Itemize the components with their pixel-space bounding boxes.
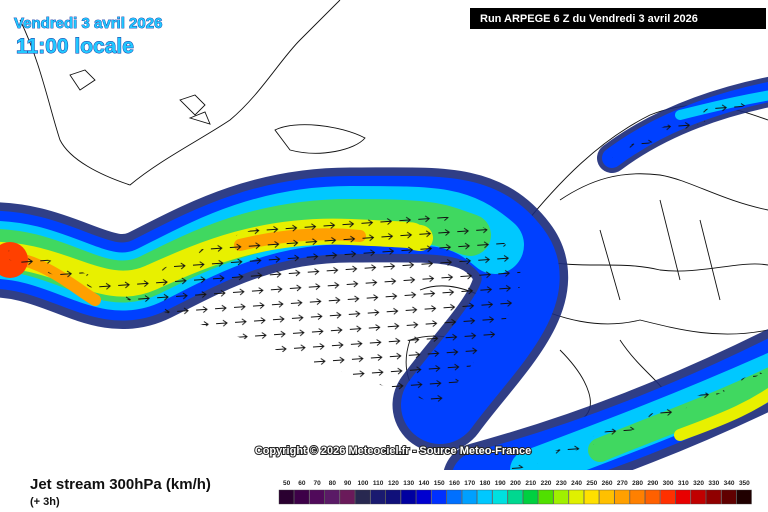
- color-swatch: [522, 489, 539, 505]
- scale-label: 230: [556, 480, 567, 487]
- color-swatch: [721, 489, 737, 505]
- scale-label: 290: [647, 480, 658, 487]
- color-swatch: [370, 489, 386, 505]
- scale-label: 340: [724, 480, 735, 487]
- scale-label: 220: [541, 480, 552, 487]
- color-swatch: [431, 489, 447, 505]
- scale-label: 280: [632, 480, 643, 487]
- scale-label: 250: [586, 480, 597, 487]
- color-swatch: [416, 489, 432, 505]
- color-swatch: [385, 489, 401, 505]
- color-swatch: [507, 489, 523, 505]
- legend-title: Jet stream 300hPa (km/h): [30, 476, 211, 493]
- color-swatch: [339, 489, 355, 505]
- run-label: Run ARPEGE 6 Z du Vendredi 3 avril 2026: [480, 13, 698, 25]
- scale-label: 210: [525, 480, 536, 487]
- run-banner: [470, 8, 766, 29]
- color-swatch: [599, 489, 615, 505]
- scale-label: 90: [344, 480, 352, 487]
- color-swatch: [294, 489, 310, 505]
- scale-label: 300: [663, 480, 674, 487]
- scale-label: 100: [357, 480, 368, 487]
- color-swatch: [492, 489, 508, 505]
- scale-label: 190: [495, 480, 506, 487]
- color-swatch: [660, 489, 676, 505]
- scale-label: 240: [571, 480, 582, 487]
- color-swatch: [461, 489, 478, 505]
- scale-label: 110: [373, 480, 384, 487]
- color-swatch: [675, 489, 691, 505]
- color-swatch: [583, 489, 600, 505]
- color-swatch: [309, 489, 325, 505]
- scale-label: 320: [693, 480, 704, 487]
- color-swatch: [278, 489, 294, 505]
- scale-label: 60: [298, 480, 306, 487]
- color-swatch: [538, 489, 554, 505]
- forecast-time: 11:00 locale: [16, 35, 134, 58]
- scale-label: 330: [708, 480, 719, 487]
- scale-label: 350: [739, 480, 750, 487]
- color-swatch: [614, 489, 630, 505]
- forecast-date: Vendredi 3 avril 2026: [14, 15, 162, 32]
- copyright: Copyright © 2026 Meteociel.fr - Source M…: [255, 445, 531, 457]
- color-swatch: [690, 489, 706, 505]
- scale-label: 170: [464, 480, 475, 487]
- scale-label: 260: [602, 480, 613, 487]
- scale-label: 310: [678, 480, 689, 487]
- legend-subtitle: (+ 3h): [30, 496, 60, 508]
- color-swatch: [736, 489, 752, 505]
- color-swatch: [629, 489, 645, 505]
- scale-label: 160: [449, 480, 460, 487]
- scale-label: 80: [329, 480, 337, 487]
- scale-label: 200: [510, 480, 521, 487]
- color-swatch: [477, 489, 493, 505]
- scale-label: 130: [403, 480, 414, 487]
- color-swatch: [400, 489, 417, 505]
- scale-label: 180: [480, 480, 491, 487]
- color-swatch: [355, 489, 371, 505]
- color-scale: 50 60 70 80 90 100 110 120 130 140 150 160 170 180 190…: [278, 480, 752, 505]
- color-swatch: [706, 489, 722, 505]
- scale-label: 140: [419, 480, 430, 487]
- scale-label: 70: [314, 480, 322, 487]
- color-swatch: [553, 489, 569, 505]
- color-swatch: [446, 489, 462, 505]
- scale-label: 50: [283, 480, 291, 487]
- scale-label: 150: [434, 480, 445, 487]
- color-swatch: [644, 489, 661, 505]
- scale-label: 120: [388, 480, 399, 487]
- color-swatch: [324, 489, 340, 505]
- scale-label: 270: [617, 480, 628, 487]
- color-swatch: [568, 489, 584, 505]
